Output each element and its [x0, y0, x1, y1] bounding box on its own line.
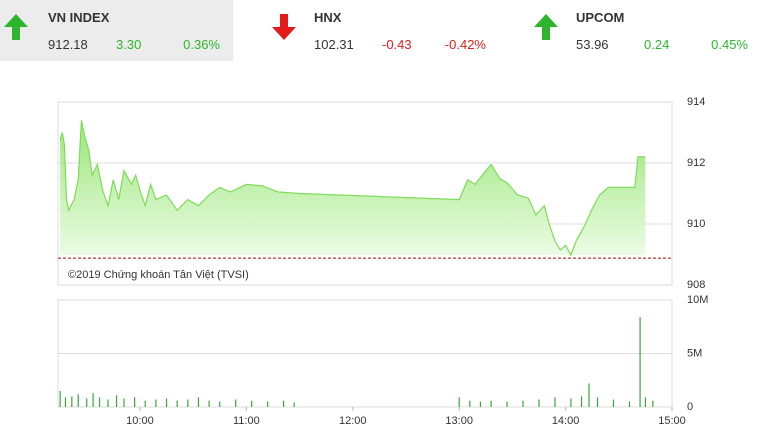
volume-bar [251, 400, 253, 407]
index-value: 912.18 [48, 37, 88, 52]
x-tick-label: 15:00 [658, 415, 686, 427]
x-tick-label: 11:00 [233, 415, 260, 427]
volume-bar [71, 396, 73, 407]
volume-bar [522, 400, 524, 407]
index-block: HNX 102.31 -0.43 -0.42% [254, 0, 508, 61]
volume-bar [59, 390, 61, 407]
index-value: 102.31 [314, 37, 354, 52]
volume-bar [165, 398, 168, 407]
index-change: 3.30 [116, 37, 142, 52]
volume-bar [282, 400, 285, 407]
arrow-icon [534, 14, 558, 40]
y-tick-label: 5M [687, 347, 702, 359]
volume-bar [86, 398, 88, 407]
volume-bar [155, 399, 157, 407]
volume-bar [458, 397, 460, 407]
volume-bar [506, 401, 508, 407]
volume-bar [77, 394, 79, 407]
volume-bar [652, 400, 654, 407]
volume-bar [219, 401, 221, 407]
y-tick-label: 908 [687, 279, 705, 291]
watermark: ©2019 Chứng khoán Tân Việt (TVSI) [68, 269, 249, 281]
y-tick-label: 912 [687, 157, 705, 169]
volume-bar [134, 397, 136, 407]
price-area [60, 120, 646, 256]
index-block: UPCOM 53.96 0.24 0.45% [516, 0, 763, 61]
volume-bar [639, 317, 641, 407]
volume-bar [92, 393, 94, 407]
y-tick-label: 910 [687, 218, 705, 230]
arrow-icon [4, 14, 28, 40]
volume-bar [293, 402, 295, 407]
volume-bar [107, 399, 109, 407]
index-name: HNX [314, 10, 342, 25]
index-percent: 0.45% [711, 37, 748, 52]
index-name: UPCOM [576, 10, 625, 25]
index-percent: -0.42% [444, 37, 486, 52]
volume-bar [570, 398, 572, 407]
volume-bar [644, 397, 646, 407]
volume-bar [588, 383, 590, 407]
volume-bar [187, 399, 189, 407]
volume-bar [98, 397, 101, 407]
volume-bar [267, 401, 269, 407]
index-name: VN INDEX [48, 10, 110, 25]
y-tick-label: 914 [687, 96, 705, 108]
arrow-icon [272, 14, 296, 40]
volume-bar [235, 399, 237, 407]
volume-bar [469, 400, 471, 407]
x-tick-label: 10:00 [126, 415, 154, 427]
x-tick-label: 13:00 [445, 415, 473, 427]
volume-bar [123, 398, 125, 407]
x-tick-label: 14:00 [552, 415, 580, 427]
volume-bar [580, 396, 583, 407]
volume-bar [115, 395, 118, 407]
x-tick-label: 12:00 [339, 415, 367, 427]
index-percent: 0.36% [183, 37, 220, 52]
volume-bar [479, 401, 482, 407]
volume-bar [197, 397, 200, 407]
volume-bar [554, 397, 556, 407]
volume-bar [612, 399, 615, 407]
volume-bar [628, 401, 631, 407]
index-block: VN INDEX 912.18 3.30 0.36% [0, 0, 233, 61]
volume-bar [208, 400, 210, 407]
volume-bar [596, 397, 599, 407]
price-line [59, 120, 646, 257]
volume-bar [176, 400, 178, 407]
index-change: 0.24 [644, 37, 670, 52]
volume-bar [64, 397, 67, 407]
y-tick-label: 0 [687, 401, 693, 413]
index-value: 53.96 [576, 37, 609, 52]
volume-bar [538, 399, 540, 407]
volume-bar [490, 400, 492, 407]
volume-bar [144, 400, 146, 407]
y-tick-label: 10M [687, 294, 708, 306]
index-change: -0.43 [382, 37, 412, 52]
